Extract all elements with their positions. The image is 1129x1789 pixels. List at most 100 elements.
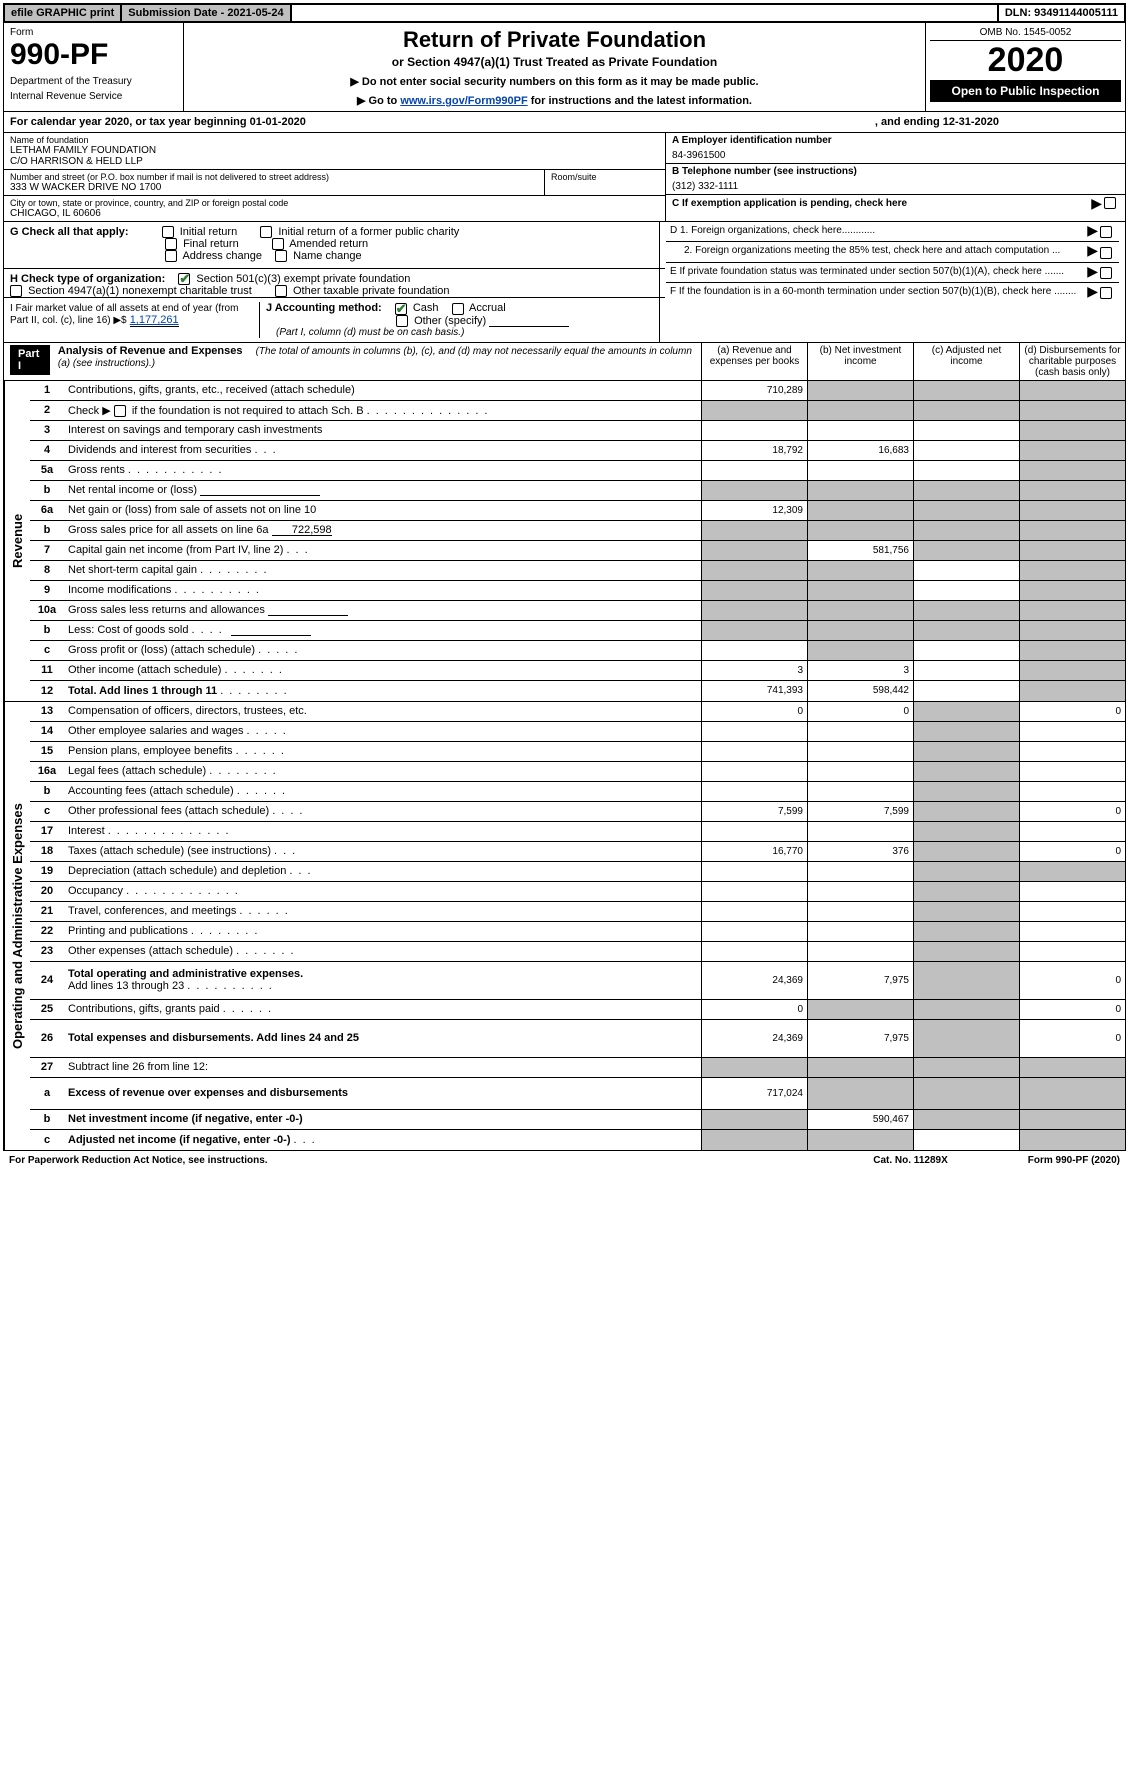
revenue-rows: 1Contributions, gifts, grants, etc., rec… <box>30 381 1125 701</box>
H-opt1: Section 501(c)(3) exempt private foundat… <box>196 273 410 285</box>
G-name-checkbox[interactable] <box>275 250 287 262</box>
G-address-checkbox[interactable] <box>165 250 177 262</box>
revenue-sidelabel: Revenue <box>4 381 30 701</box>
line-2: 2Check ▶ if the foundation is not requir… <box>30 401 1125 421</box>
footer-left: For Paperwork Reduction Act Notice, see … <box>9 1155 268 1166</box>
city: CHICAGO, IL 60606 <box>10 208 659 219</box>
line-26: 26Total expenses and disbursements. Add … <box>30 1020 1125 1058</box>
line-6b: bGross sales price for all assets on lin… <box>30 521 1125 541</box>
col-d-head: (d) Disbursements for charitable purpose… <box>1019 343 1125 380</box>
instr-link[interactable]: www.irs.gov/Form990PF <box>400 95 527 107</box>
check-right: D 1. Foreign organizations, check here..… <box>659 222 1119 342</box>
D1-row: D 1. Foreign organizations, check here..… <box>666 222 1119 242</box>
form-title: Return of Private Foundation <box>194 27 915 53</box>
D1-label: D 1. Foreign organizations, check here..… <box>670 225 1083 236</box>
D2-row: 2. Foreign organizations meeting the 85%… <box>666 242 1119 262</box>
name1: LETHAM FAMILY FOUNDATION <box>10 145 659 156</box>
B-val: (312) 332-1111 <box>672 181 1119 192</box>
header-right: OMB No. 1545-0052 2020 Open to Public In… <box>925 23 1125 111</box>
line-27c: cAdjusted net income (if negative, enter… <box>30 1130 1125 1150</box>
E-row: E If private foundation status was termi… <box>666 263 1119 283</box>
G-initial-former-checkbox[interactable] <box>260 226 272 238</box>
header: Form 990-PF Department of the Treasury I… <box>3 23 1126 112</box>
arrow-icon: ▶ <box>1091 198 1102 208</box>
line-24: 24Total operating and administrative exp… <box>30 962 1125 1000</box>
G-opt-3: Amended return <box>289 238 368 250</box>
D2-checkbox[interactable] <box>1100 247 1112 259</box>
phone-cell: B Telephone number (see instructions) (3… <box>666 164 1125 195</box>
G-opt-1: Initial return of a former public charit… <box>278 226 459 238</box>
address-left: Number and street (or P.O. box number if… <box>4 170 545 195</box>
line-27: 27Subtract line 26 from line 12: <box>30 1058 1125 1078</box>
H-other-checkbox[interactable] <box>275 285 287 297</box>
calendar-year: For calendar year 2020, or tax year begi… <box>3 112 1126 133</box>
calyear-text: For calendar year 2020, or tax year begi… <box>10 116 306 128</box>
J-cash-checkbox[interactable] <box>395 303 407 315</box>
J-note: (Part I, column (d) must be on cash basi… <box>276 327 659 338</box>
H-label: H Check type of organization: <box>10 273 165 285</box>
part1-title: Analysis of Revenue and Expenses <box>58 345 243 357</box>
col-b-head: (b) Net investment income <box>807 343 913 380</box>
C-checkbox[interactable] <box>1104 197 1116 209</box>
line-25: 25Contributions, gifts, grants paid ....… <box>30 1000 1125 1020</box>
tax-year: 2020 <box>930 41 1121 80</box>
E-checkbox[interactable] <box>1100 267 1112 279</box>
line-17: 17Interest .............. <box>30 822 1125 842</box>
J-accrual-checkbox[interactable] <box>452 303 464 315</box>
part1-label: Part I <box>10 345 50 375</box>
addr-label: Number and street (or P.O. box number if… <box>10 172 538 182</box>
line2-checkbox[interactable] <box>114 405 126 417</box>
expenses-sidelabel: Operating and Administrative Expenses <box>4 702 30 1150</box>
J-other-checkbox[interactable] <box>396 315 408 327</box>
line-12: 12Total. Add lines 1 through 11 ........… <box>30 681 1125 701</box>
G-final-checkbox[interactable] <box>165 238 177 250</box>
line-3: 3Interest on savings and temporary cash … <box>30 421 1125 441</box>
G-opt-0: Initial return <box>180 226 237 238</box>
I-val[interactable]: 1,177,261 <box>130 314 179 327</box>
expenses-rows: 13Compensation of officers, directors, t… <box>30 702 1125 1150</box>
H-501c3-checkbox[interactable] <box>178 273 190 285</box>
arrow-icon: ▶ <box>1087 225 1098 235</box>
room-label: Room/suite <box>551 172 659 182</box>
line-11: 11Other income (attach schedule) .......… <box>30 661 1125 681</box>
header-left: Form 990-PF Department of the Treasury I… <box>4 23 184 111</box>
G-label: G Check all that apply: <box>10 226 129 238</box>
F-label: F If the foundation is in a 60-month ter… <box>670 286 1083 297</box>
part1-title-cell: Part I Analysis of Revenue and Expenses … <box>4 343 701 380</box>
line-9: 9Income modifications .......... <box>30 581 1125 601</box>
line-27b: bNet investment income (if negative, ent… <box>30 1110 1125 1130</box>
line-21: 21Travel, conferences, and meetings ....… <box>30 902 1125 922</box>
line-10a: 10aGross sales less returns and allowanc… <box>30 601 1125 621</box>
efile-label: efile GRAPHIC print <box>5 5 122 21</box>
info-right: A Employer identification number 84-3961… <box>665 133 1125 221</box>
G-opt-2: Final return <box>183 238 239 250</box>
G-amended-checkbox[interactable] <box>272 238 284 250</box>
calyear-ending: , and ending 12-31-2020 <box>875 116 999 128</box>
J-cash: Cash <box>413 302 439 314</box>
instr-2: ▶ Go to www.irs.gov/Form990PF for instru… <box>194 94 915 107</box>
revenue-table: Revenue 1Contributions, gifts, grants, e… <box>3 381 1126 702</box>
D1-checkbox[interactable] <box>1100 226 1112 238</box>
I-cell: I Fair market value of all assets at end… <box>10 302 260 337</box>
IJ-row: I Fair market value of all assets at end… <box>4 297 665 337</box>
F-checkbox[interactable] <box>1100 287 1112 299</box>
line-18: 18Taxes (attach schedule) (see instructi… <box>30 842 1125 862</box>
check-block: G Check all that apply: Initial return I… <box>3 222 1126 343</box>
C-cell: C If exemption application is pending, c… <box>666 195 1125 211</box>
line-7: 7Capital gain net income (from Part IV, … <box>30 541 1125 561</box>
line-14: 14Other employee salaries and wages ....… <box>30 722 1125 742</box>
form-label: Form <box>10 27 177 38</box>
city-cell: City or town, state or province, country… <box>4 196 665 221</box>
H-4947-checkbox[interactable] <box>10 285 22 297</box>
line-20: 20Occupancy ............. <box>30 882 1125 902</box>
G-initial-checkbox[interactable] <box>162 226 174 238</box>
open-public: Open to Public Inspection <box>930 80 1121 102</box>
line-22: 22Printing and publications ........ <box>30 922 1125 942</box>
line-16b: bAccounting fees (attach schedule) .....… <box>30 782 1125 802</box>
topbar-spacer <box>292 5 999 21</box>
name-label: Name of foundation <box>10 135 659 145</box>
G-opt-4: Address change <box>182 250 262 262</box>
line-16a: 16aLegal fees (attach schedule) ........ <box>30 762 1125 782</box>
line-27a: aExcess of revenue over expenses and dis… <box>30 1078 1125 1110</box>
info-left: Name of foundation LETHAM FAMILY FOUNDAT… <box>4 133 665 221</box>
